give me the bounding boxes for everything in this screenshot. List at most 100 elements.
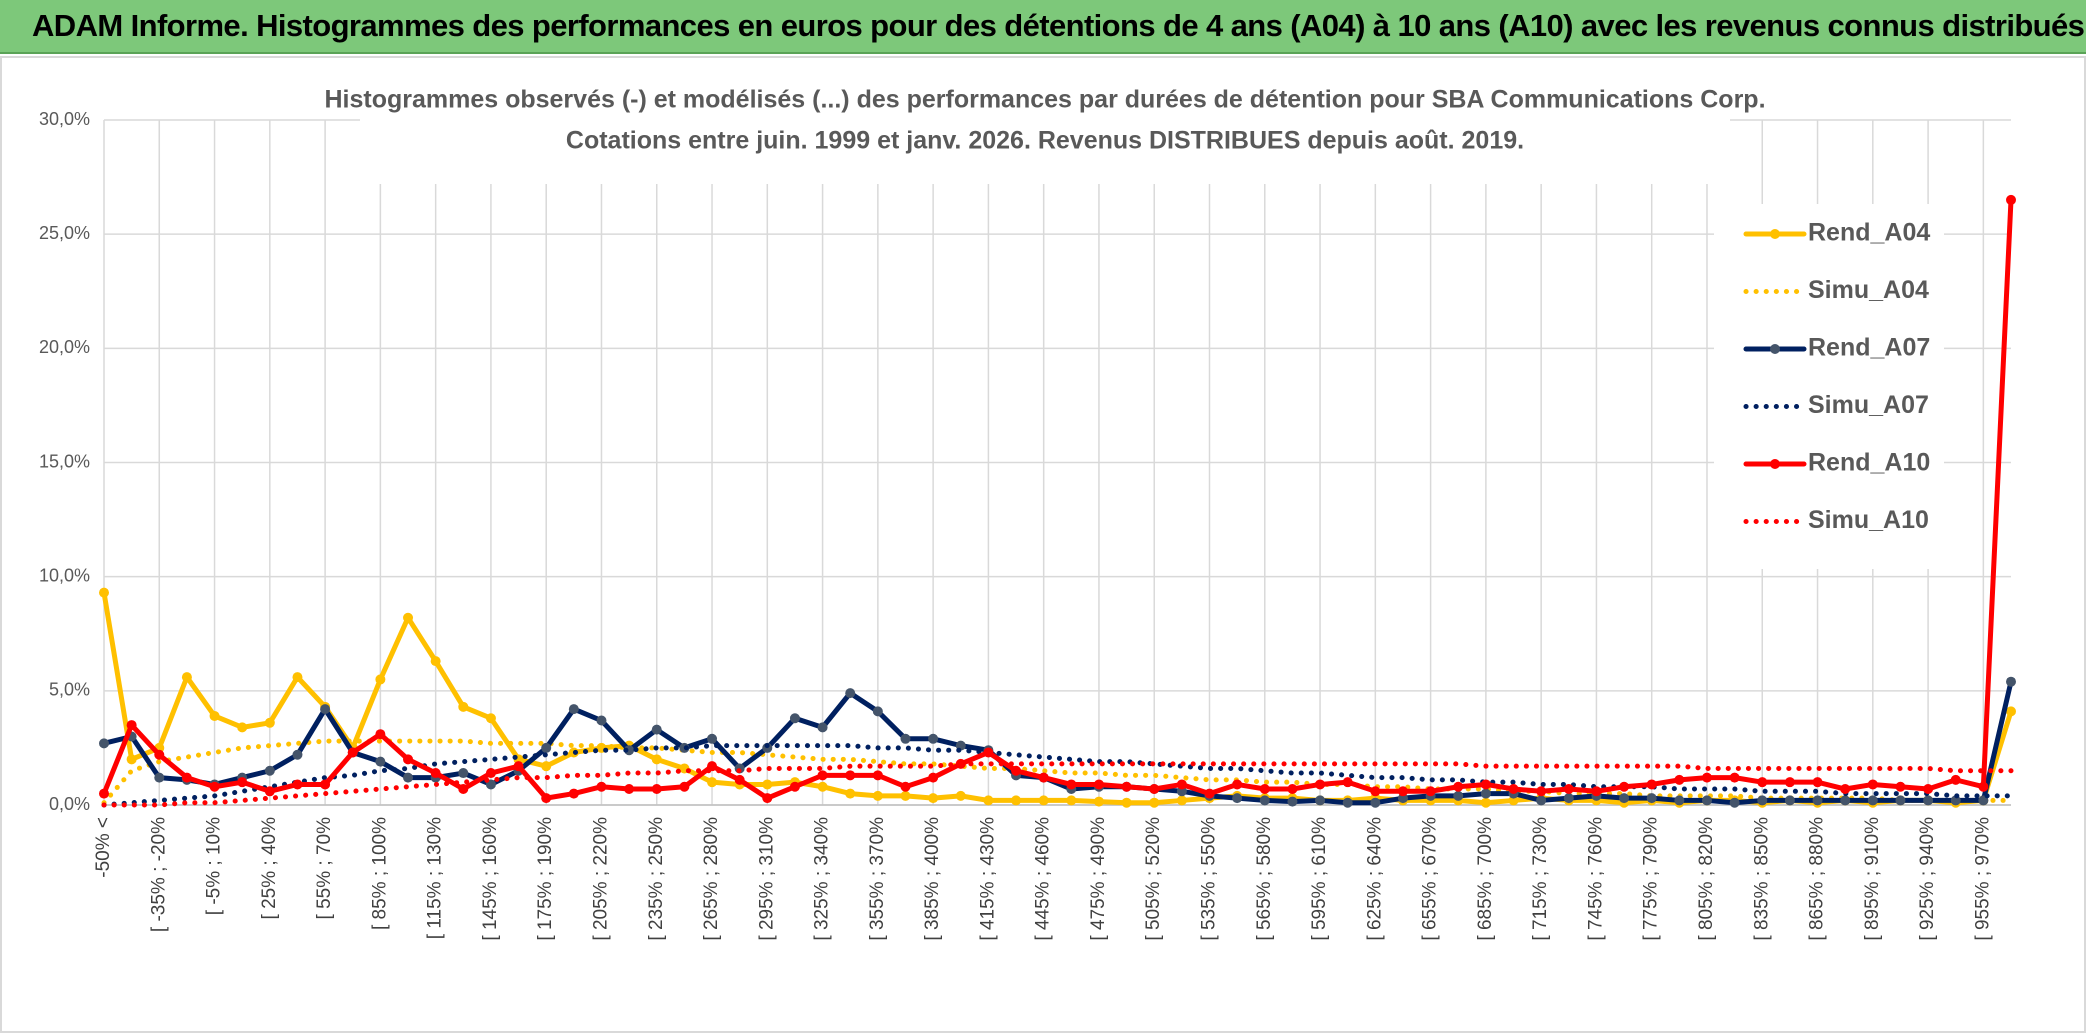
x-tick-label: [ 475% ; 490% — [1088, 817, 1109, 941]
data-point — [1536, 786, 1547, 797]
data-point — [1701, 795, 1712, 806]
data-point — [1701, 772, 1712, 783]
data-point — [1149, 784, 1160, 795]
y-tick-label: 0,0% — [49, 794, 90, 814]
data-point — [900, 733, 911, 744]
x-tick-label: [ 235% ; 250% — [646, 817, 667, 941]
data-point — [485, 713, 496, 724]
data-point — [872, 790, 883, 801]
data-point — [292, 749, 303, 760]
x-tick-label: [ 25% ; 40% — [259, 817, 280, 920]
data-point — [458, 701, 469, 712]
data-point — [1923, 795, 1934, 806]
data-point — [928, 733, 939, 744]
x-tick-label: [ 925% ; 940% — [1917, 817, 1938, 941]
data-point — [126, 754, 137, 765]
data-point — [513, 761, 524, 772]
data-point — [1867, 779, 1878, 790]
x-tick-label: [ 895% ; 910% — [1862, 817, 1883, 941]
data-point — [1425, 786, 1436, 797]
legend-background — [1714, 204, 1944, 569]
data-point — [430, 768, 441, 779]
data-point — [651, 754, 662, 765]
data-point — [2006, 706, 2016, 717]
data-point — [237, 777, 248, 788]
data-point — [624, 745, 635, 756]
data-point — [1093, 779, 1104, 790]
data-point — [789, 713, 800, 724]
data-point — [1453, 790, 1464, 801]
legend-label: Rend_A10 — [1808, 449, 1930, 477]
data-point — [1591, 786, 1602, 797]
data-point — [154, 772, 165, 783]
data-point — [1232, 793, 1243, 804]
x-tick-label: [ 805% ; 820% — [1696, 817, 1717, 941]
legend-marker — [1770, 459, 1780, 469]
data-point — [872, 770, 883, 781]
x-tick-label: [ 715% ; 730% — [1530, 817, 1551, 941]
x-tick-label: [ 955% ; 970% — [1972, 817, 1993, 941]
series-line — [101, 197, 2014, 801]
data-point — [541, 742, 552, 753]
x-tick-label: [ 565% ; 580% — [1254, 817, 1275, 941]
data-point — [99, 788, 109, 799]
data-point — [1370, 797, 1381, 808]
data-point — [872, 706, 883, 717]
data-point — [209, 781, 220, 792]
x-tick-label: [ 85% ; 100% — [369, 817, 390, 930]
data-point — [568, 788, 579, 799]
data-point — [1508, 795, 1519, 806]
data-point — [320, 779, 331, 790]
data-point — [264, 765, 275, 776]
data-point — [1674, 774, 1685, 785]
data-point — [817, 781, 828, 792]
data-point — [762, 779, 773, 790]
data-point — [624, 784, 635, 795]
data-point — [1563, 784, 1574, 795]
series-line — [101, 743, 2014, 808]
data-point — [707, 733, 718, 744]
data-point — [1674, 795, 1685, 806]
data-point — [983, 795, 994, 806]
data-point — [1978, 781, 1989, 792]
data-point — [541, 793, 552, 804]
title-background — [360, 76, 1730, 184]
x-tick-label: [ 295% ; 310% — [756, 817, 777, 941]
legend-label: Simu_A04 — [1808, 276, 1929, 304]
data-point — [1480, 788, 1491, 799]
data-point — [955, 790, 966, 801]
data-point — [347, 747, 358, 758]
data-point — [1397, 786, 1408, 797]
y-tick-label: 25,0% — [39, 223, 90, 243]
x-tick-label: [ 325% ; 340% — [812, 817, 833, 941]
data-point — [264, 717, 275, 728]
x-tick-label: [ 355% ; 370% — [867, 817, 888, 941]
chart: 0,0% 5,0% 10,0% 15,0% 20,0% 25,0% 30,0% -50% < [… — [0, 56, 2086, 1033]
data-point — [707, 777, 718, 788]
data-point — [485, 768, 496, 779]
x-tick-label: [ 265% ; 280% — [701, 817, 722, 941]
data-point — [1259, 784, 1270, 795]
x-tick-label: [ 385% ; 400% — [922, 817, 943, 941]
data-point — [1204, 788, 1215, 799]
data-point — [1315, 795, 1326, 806]
data-point — [430, 656, 441, 667]
x-tick-label: [ 595% ; 610% — [1309, 817, 1330, 941]
data-point — [541, 761, 552, 772]
x-tick-label: [ 835% ; 850% — [1751, 817, 1772, 941]
data-point — [596, 715, 607, 726]
data-point — [1397, 793, 1408, 804]
data-point — [1038, 772, 1049, 783]
legend: Rend_A04 Simu_A04 Rend_A07 Simu_A07 Rend_A10… — [1714, 204, 1944, 569]
x-tick-label: [ 865% ; 880% — [1807, 817, 1828, 941]
x-tick-label: [ 415% ; 430% — [977, 817, 998, 941]
data-point — [1453, 781, 1464, 792]
data-point — [1812, 777, 1823, 788]
legend-label: Simu_A10 — [1808, 506, 1929, 534]
data-point — [1646, 793, 1657, 804]
data-point — [209, 710, 220, 721]
legend-marker — [1770, 344, 1780, 354]
data-point — [264, 786, 275, 797]
data-point — [651, 784, 662, 795]
data-point — [1342, 797, 1353, 808]
